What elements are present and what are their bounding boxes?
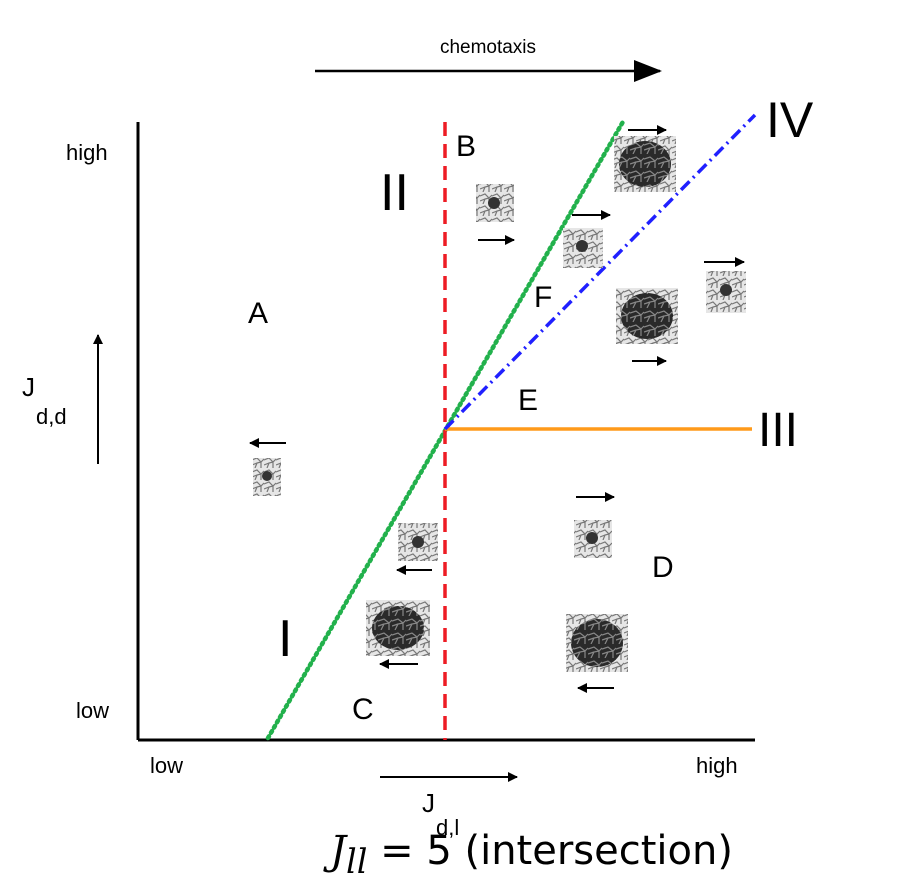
x-axis-title: J — [422, 788, 435, 818]
x-axis-high-label: high — [696, 753, 738, 778]
cell-cluster-large-icon — [616, 288, 678, 344]
y-axis-title: J — [22, 372, 35, 402]
cell-cluster-small-icon — [253, 458, 281, 496]
caption-variable-subscript: ll — [346, 842, 368, 881]
x-axis-low-label: low — [150, 753, 183, 778]
line-II-label: II — [380, 164, 409, 222]
caption-variable: J — [330, 828, 347, 874]
region-B-label: B — [456, 130, 476, 163]
x-axis-title-subscript: d,l — [436, 815, 459, 840]
cell-cluster-small-icon — [563, 228, 603, 268]
line-IV-label: IV — [766, 92, 814, 148]
region-E-label: E — [518, 384, 538, 417]
cell-cluster-large-icon — [566, 614, 628, 672]
chemotaxis-label: chemotaxis — [440, 37, 536, 58]
boundary-line-IV — [443, 113, 757, 431]
region-D-label: D — [652, 551, 674, 584]
y-axis-title-subscript: d,d — [36, 404, 67, 429]
cell-cluster-small-icon — [706, 271, 746, 313]
y-axis-high-label: high — [66, 140, 108, 165]
y-axis-low-label: low — [76, 698, 109, 723]
caption: Jll = 5 (intersection) — [330, 828, 733, 882]
cell-cluster-large-icon — [366, 600, 430, 656]
cell-cluster-large-icon — [614, 136, 676, 192]
cell-cluster-small-icon — [398, 523, 438, 561]
cell-cluster-small-icon — [476, 184, 514, 222]
region-F-label: F — [534, 281, 552, 314]
line-III-label: III — [758, 404, 798, 457]
line-I-label: I — [278, 610, 292, 668]
caption-text: = 5 (intersection) — [367, 828, 733, 874]
region-A-label: A — [248, 297, 268, 330]
region-C-label: C — [352, 693, 374, 726]
cell-cluster-small-icon — [574, 520, 612, 558]
